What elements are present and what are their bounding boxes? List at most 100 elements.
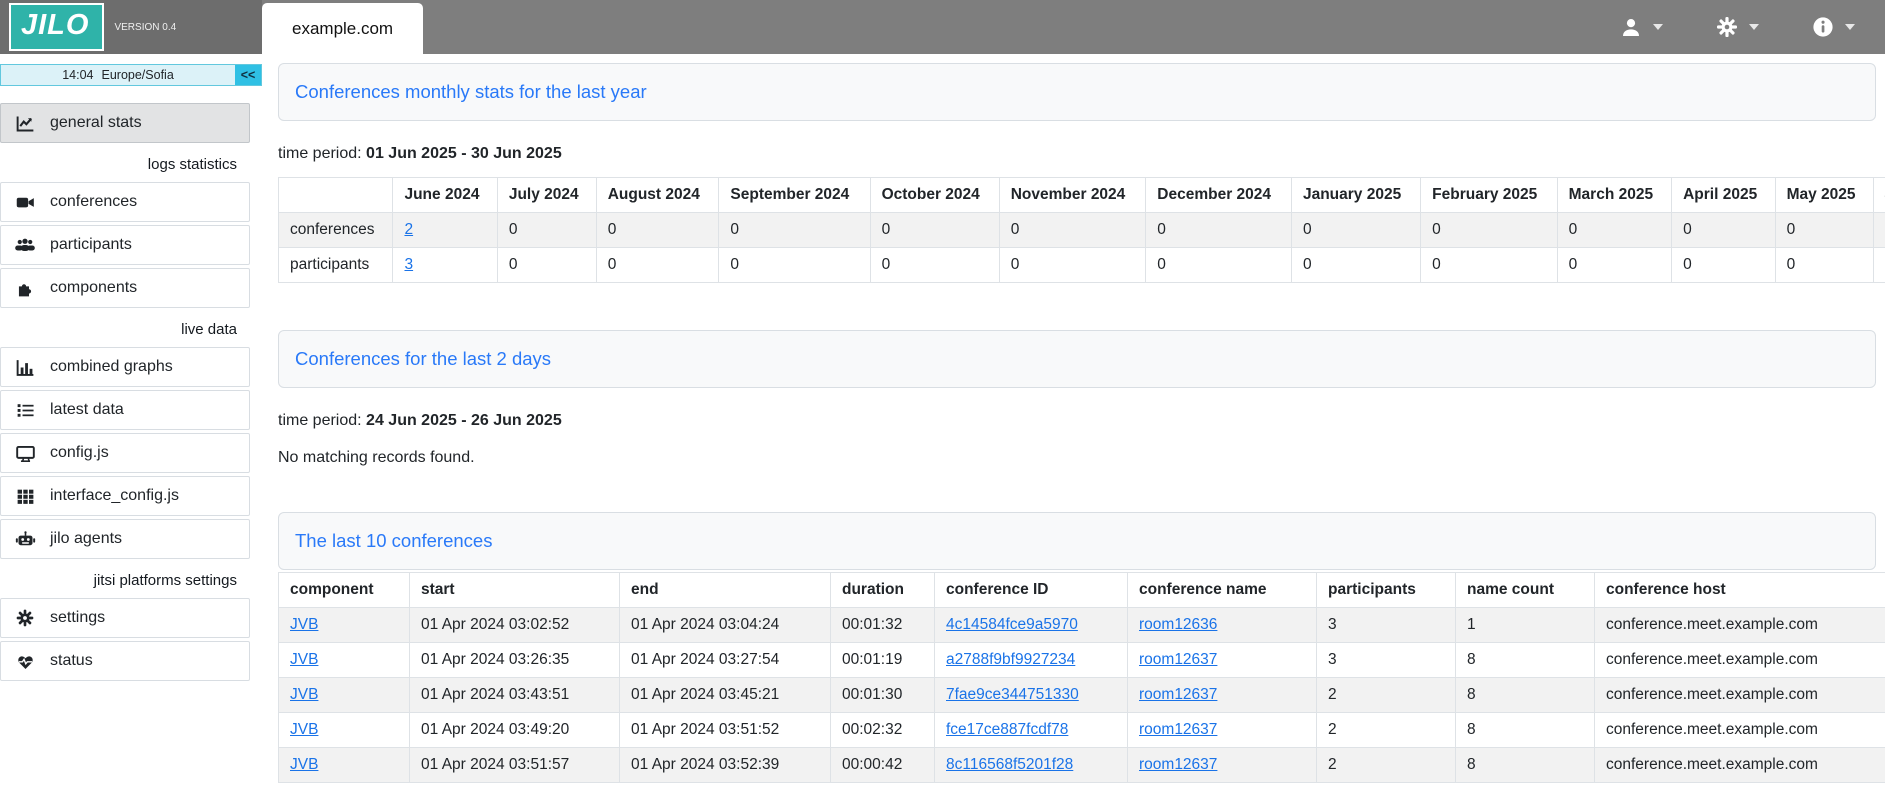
conference-table-row: JVB01 Apr 2024 03:49:2001 Apr 2024 03:51… [279,713,1885,748]
conference-cell: 00:00:42 [831,748,935,783]
monthly-time-period: time period: 01 Jun 2025 - 30 Jun 2025 [278,145,1876,163]
conference-cell: 01 Apr 2024 03:51:52 [620,713,831,748]
conference-cell-link[interactable]: 7fae9ce344751330 [946,686,1079,703]
sidebar-item-label: components [50,279,137,297]
conference-cell-link[interactable]: 4c14584fce9a5970 [946,616,1078,633]
conference-cell-link[interactable]: JVB [290,686,318,703]
last-10-conferences-table: componentstartenddurationconference IDco… [278,572,1885,783]
gear-icon [13,608,37,628]
conference-cell-link[interactable]: JVB [290,616,318,633]
conference-cell-link[interactable]: room12637 [1139,651,1217,668]
monthly-value-cell: 0 [1873,213,1885,248]
monthly-month-header: October 2024 [870,178,999,213]
monthly-month-header: August 2024 [596,178,719,213]
monthly-row-label: conferences [279,213,393,248]
sidebar-item-settings[interactable]: settings [0,598,250,638]
sidebar-item-latest-data[interactable]: latest data [0,390,250,430]
card-title-monthly-stats[interactable]: Conferences monthly stats for the last y… [295,81,647,102]
monthly-month-header: July 2024 [497,178,596,213]
sidebar-item-label: config.js [50,444,109,462]
conference-cell-link[interactable]: room12637 [1139,721,1217,738]
monthly-value-link[interactable]: 3 [404,256,413,273]
conference-table-row: JVB01 Apr 2024 03:02:5201 Apr 2024 03:04… [279,608,1885,643]
sidebar-collapse-button[interactable]: << [235,65,261,85]
monthly-month-header: November 2024 [999,178,1146,213]
grid-icon [13,486,37,507]
last10-column-header: component [279,573,410,608]
card-monthly-stats: Conferences monthly stats for the last y… [278,63,1876,121]
card-last-2-days: Conferences for the last 2 days [278,330,1876,388]
conference-cell: JVB [279,713,410,748]
monthly-value-cell: 0 [497,213,596,248]
monthly-value-cell: 0 [497,248,596,283]
conference-table-row: JVB01 Apr 2024 03:51:5701 Apr 2024 03:52… [279,748,1885,783]
conference-cell-link[interactable]: fce17ce887fcdf78 [946,721,1068,738]
last10-column-header: duration [831,573,935,608]
sidebar-item-label: latest data [50,401,124,419]
sidebar-item-general-stats[interactable]: general stats [0,103,250,143]
monthly-stats-table: June 2024July 2024August 2024September 2… [278,177,1885,283]
section-label-live-data: live data [0,311,250,347]
sidebar-item-config-js[interactable]: config.js [0,433,250,473]
monthly-value-cell: 0 [1291,248,1420,283]
chevron-down-icon [1749,24,1759,30]
conference-cell-link[interactable]: 8c116568f5201f28 [946,756,1073,773]
section-label-logs-statistics: logs statistics [0,146,250,182]
last10-column-header: participants [1317,573,1456,608]
settings-menu[interactable] [1715,15,1759,39]
sidebar: 14:04Europe/Sofia << general stats logs … [0,54,262,684]
conference-cell-link[interactable]: room12637 [1139,686,1217,703]
conference-cell: 3 [1317,608,1456,643]
chart-line-icon [13,113,37,134]
last10-header-row: componentstartenddurationconference IDco… [279,573,1885,608]
jilo-logo[interactable]: JILO [9,3,104,51]
sidebar-item-conferences[interactable]: conferences [0,182,250,222]
sidebar-item-participants[interactable]: participants [0,225,250,265]
conference-cell-link[interactable]: room12637 [1139,756,1217,773]
conference-cell: JVB [279,748,410,783]
heart-pulse-icon [13,651,37,672]
last10-column-header: start [410,573,620,608]
monthly-corner-cell [279,178,393,213]
conference-cell-link[interactable]: JVB [290,721,318,738]
conference-cell: room12637 [1128,713,1317,748]
card-title-last-10-conferences[interactable]: The last 10 conferences [295,530,492,551]
last10-column-header: conference ID [935,573,1128,608]
conference-cell-link[interactable]: JVB [290,651,318,668]
conference-cell: 01 Apr 2024 03:52:39 [620,748,831,783]
monthly-value-link[interactable]: 2 [404,221,413,238]
time-value: 14:04 [62,68,93,82]
conference-cell: 00:01:32 [831,608,935,643]
sidebar-item-interface-config-js[interactable]: interface_config.js [0,476,250,516]
conference-cell-link[interactable]: JVB [290,756,318,773]
card-title-last-2-days[interactable]: Conferences for the last 2 days [295,348,551,369]
monthly-row-label: participants [279,248,393,283]
sidebar-item-components[interactable]: components [0,268,250,308]
no-records-message: No matching records found. [278,449,1876,467]
conference-cell: JVB [279,608,410,643]
topbar: JILO VERSION 0.4 example.com [0,0,1885,54]
conference-cell: 7fae9ce344751330 [935,678,1128,713]
sidebar-item-combined-graphs[interactable]: combined graphs [0,347,250,387]
monthly-value-cell: 0 [596,248,719,283]
info-menu[interactable] [1811,15,1855,39]
monthly-value-cell: 0 [1146,248,1292,283]
conference-cell: 8c116568f5201f28 [935,748,1128,783]
sidebar-item-label: conferences [50,193,137,211]
conference-cell: 01 Apr 2024 03:04:24 [620,608,831,643]
topbar-icon-group [1619,0,1885,54]
monthly-value-cell: 0 [870,248,999,283]
conference-cell: JVB [279,678,410,713]
clock-time: 14:04Europe/Sofia [1,65,235,85]
monthly-month-header: December 2024 [1146,178,1292,213]
conference-cell-link[interactable]: a2788f9bf9927234 [946,651,1075,668]
user-menu[interactable] [1619,15,1663,40]
conference-cell: conference.meet.example.com [1595,748,1885,783]
sidebar-item-jilo-agents[interactable]: jilo agents [0,519,250,559]
sidebar-item-status[interactable]: status [0,641,250,681]
conference-cell-link[interactable]: room12636 [1139,616,1217,633]
tab-example-com[interactable]: example.com [262,3,423,54]
conference-cell: room12637 [1128,748,1317,783]
monthly-month-header: February 2025 [1421,178,1558,213]
conference-table-row: JVB01 Apr 2024 03:26:3501 Apr 2024 03:27… [279,643,1885,678]
